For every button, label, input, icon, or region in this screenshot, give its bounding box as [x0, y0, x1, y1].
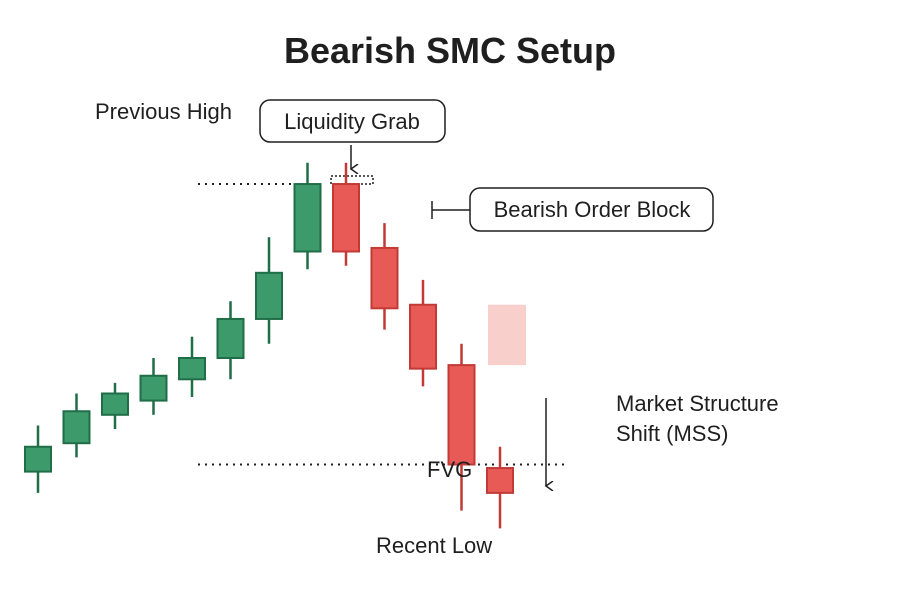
mss-label-line1: Market Structure — [616, 391, 779, 416]
recent-low-label: Recent Low — [376, 533, 492, 558]
previous-high-label: Previous High — [95, 99, 232, 124]
bullish-candle-body — [101, 392, 129, 416]
candles-group — [24, 162, 514, 529]
liquidity-grab-zone — [330, 175, 374, 185]
bullish-candle-body — [24, 445, 52, 473]
bearish-candle-body — [370, 246, 399, 310]
bullish-candle-body — [255, 271, 283, 320]
order-block-callout — [469, 187, 714, 232]
fvg-zone — [488, 304, 526, 366]
bearish-candle-body — [332, 183, 360, 253]
fvg-label: FVG — [427, 457, 472, 482]
diagram-title: Bearish SMC Setup — [284, 30, 616, 71]
bullish-candle-body — [178, 357, 206, 381]
bullish-candle-body — [216, 317, 245, 360]
liquidity-grab-label: Liquidity Grab — [284, 109, 420, 134]
bullish-candle-body — [293, 183, 322, 253]
bearish-order-block-label: Bearish Order Block — [494, 197, 692, 222]
bearish-candle-body — [447, 364, 476, 466]
bearish-candle-body — [409, 303, 437, 370]
bearish-candle-body — [486, 467, 514, 494]
bullish-candle-body — [139, 374, 168, 402]
liquidity-grab-callout — [259, 99, 446, 143]
mss-label-line2: Shift (MSS) — [616, 421, 728, 446]
bullish-candle-body — [62, 410, 91, 445]
